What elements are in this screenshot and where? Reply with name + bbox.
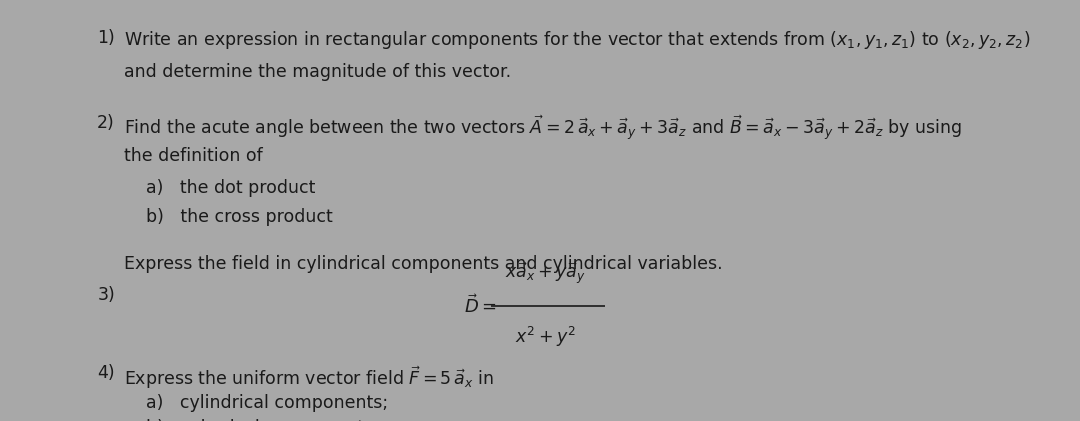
- Text: b)   the cross product: b) the cross product: [146, 208, 333, 226]
- Text: 1): 1): [97, 29, 114, 48]
- Text: b)   spherical components.: b) spherical components.: [146, 419, 379, 421]
- Text: 3): 3): [97, 286, 114, 304]
- Text: $\vec{D} =$: $\vec{D} =$: [464, 294, 497, 317]
- Text: 2): 2): [97, 114, 114, 132]
- Text: and determine the magnitude of this vector.: and determine the magnitude of this vect…: [124, 63, 511, 81]
- Text: Write an expression in rectangular components for the vector that extends from $: Write an expression in rectangular compo…: [124, 29, 1030, 51]
- Text: Express the field in cylindrical components and cylindrical variables.: Express the field in cylindrical compone…: [124, 255, 723, 273]
- Text: the definition of: the definition of: [124, 147, 262, 165]
- Text: $x^2 + y^2$: $x^2 + y^2$: [515, 325, 576, 349]
- Text: 4): 4): [97, 364, 114, 382]
- Text: a)   cylindrical components;: a) cylindrical components;: [146, 394, 388, 412]
- Text: $x\vec{a}_x + y\vec{a}_y$: $x\vec{a}_x + y\vec{a}_y$: [504, 261, 586, 286]
- Text: Express the uniform vector field $\vec{F} = 5\,\vec{a}_x$ in: Express the uniform vector field $\vec{F…: [124, 364, 495, 391]
- Text: a)   the dot product: a) the dot product: [146, 179, 315, 197]
- Text: Find the acute angle between the two vectors $\vec{A} = 2\,\vec{a}_x + \vec{a}_y: Find the acute angle between the two vec…: [124, 114, 962, 142]
